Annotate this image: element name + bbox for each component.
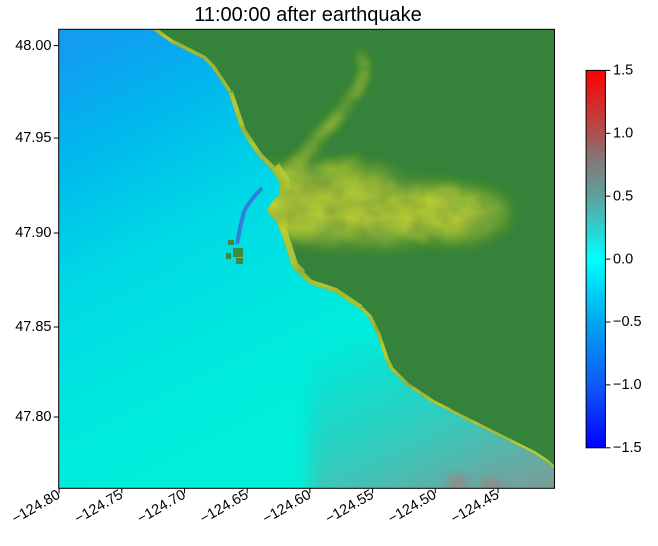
svg-text:47.85: 47.85: [15, 319, 51, 335]
svg-text:−1.0: −1.0: [613, 377, 642, 393]
svg-text:11:00:00 after earthquake: 11:00:00 after earthquake: [194, 4, 422, 26]
svg-text:47.90: 47.90: [15, 225, 51, 241]
svg-text:−0.5: −0.5: [613, 314, 642, 330]
svg-text:1.0: 1.0: [613, 126, 633, 142]
svg-text:0.0: 0.0: [613, 251, 633, 267]
svg-text:47.95: 47.95: [15, 130, 51, 146]
svg-text:48.00: 48.00: [15, 38, 51, 54]
svg-text:47.80: 47.80: [15, 409, 51, 425]
svg-text:−1.5: −1.5: [613, 440, 642, 456]
svg-text:1.5: 1.5: [613, 63, 633, 79]
svg-text:0.5: 0.5: [613, 188, 633, 204]
